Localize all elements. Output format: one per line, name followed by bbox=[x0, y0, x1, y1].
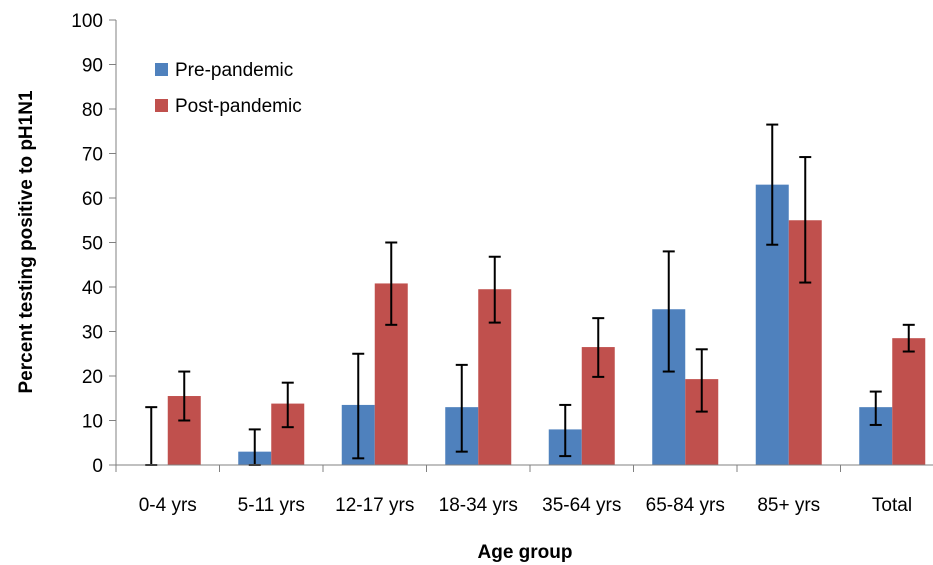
y-axis-title: Percent testing positive to pH1N1 bbox=[16, 90, 37, 393]
legend: Pre-pandemic Post-pandemic bbox=[155, 60, 302, 117]
y-tick-label: 20 bbox=[82, 367, 103, 388]
x-tick-label: 5-11 yrs bbox=[238, 495, 305, 516]
y-tick-label: 90 bbox=[82, 56, 103, 77]
y-tick-label: 0 bbox=[92, 456, 103, 477]
y-tick-label: 50 bbox=[82, 234, 103, 255]
x-axis-ticks: 0-4 yrs 5-11 yrs 12-17 yrs 18-34 yrs 35-64 y… bbox=[115, 465, 912, 516]
x-tick-label: 0-4 yrs bbox=[139, 495, 197, 516]
x-axis-title: Age group bbox=[478, 542, 573, 563]
y-tick-label: 60 bbox=[82, 189, 103, 210]
y-tick-label: 70 bbox=[82, 145, 103, 166]
y-tick-label: 80 bbox=[82, 100, 103, 121]
x-tick-label: 65-84 yrs bbox=[646, 495, 725, 516]
y-tick-label: 10 bbox=[82, 412, 103, 433]
y-tick-label: 40 bbox=[82, 278, 103, 299]
legend-swatch-post bbox=[155, 99, 168, 112]
x-tick-label: Total bbox=[872, 495, 912, 516]
x-tick-label: 35-64 yrs bbox=[542, 495, 621, 516]
bars bbox=[167, 184, 926, 465]
legend-swatch-pre bbox=[155, 63, 168, 76]
y-tick-label: 100 bbox=[71, 11, 103, 32]
legend-label-post: Post-pandemic bbox=[175, 96, 302, 117]
legend-label-pre: Pre-pandemic bbox=[175, 60, 293, 81]
bar-post-7 bbox=[892, 338, 926, 465]
y-tick-label: 30 bbox=[82, 323, 103, 344]
axes bbox=[115, 20, 933, 466]
y-axis-ticks: 0 10 20 30 40 50 60 70 80 90 100 bbox=[71, 11, 116, 477]
x-tick-label: 85+ yrs bbox=[757, 495, 820, 516]
x-tick-label: 12-17 yrs bbox=[335, 495, 414, 516]
x-tick-label: 18-34 yrs bbox=[439, 495, 518, 516]
